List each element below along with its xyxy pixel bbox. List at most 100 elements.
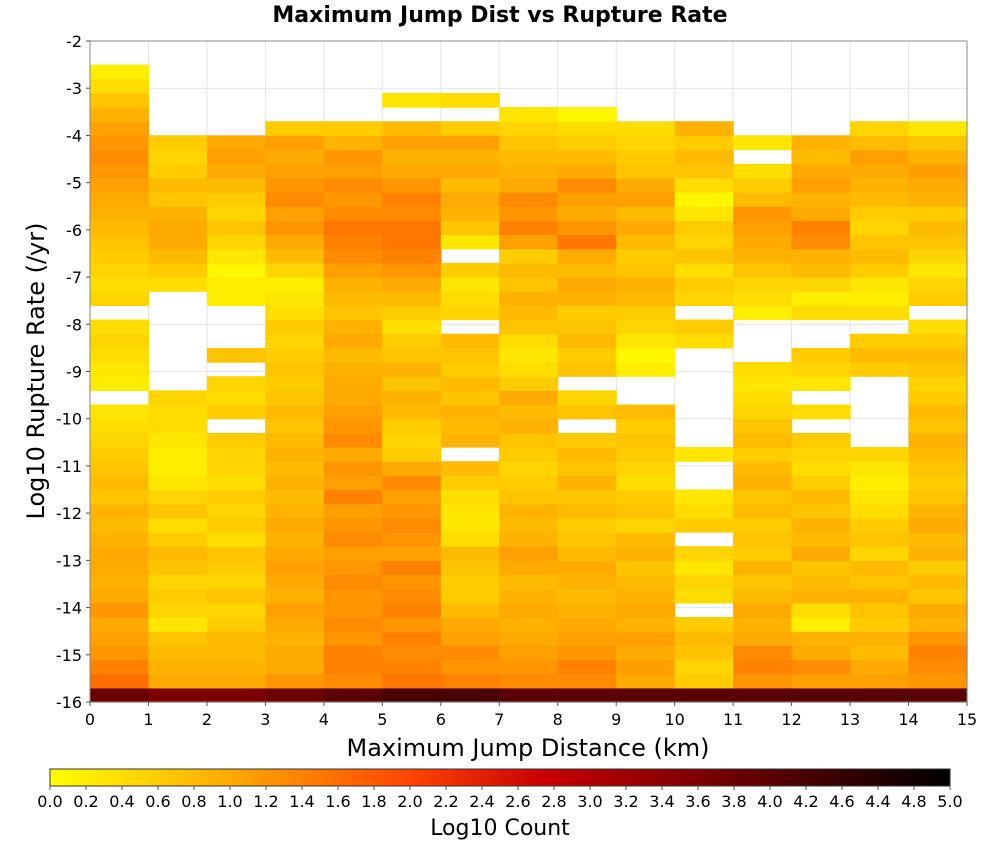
heatmap-cell xyxy=(733,404,793,420)
heatmap-cell xyxy=(557,305,617,321)
heatmap-cell xyxy=(557,107,617,122)
heatmap-cell xyxy=(499,121,559,137)
heatmap-cell xyxy=(382,503,442,519)
heatmap-cell xyxy=(265,192,325,207)
heatmap-cell xyxy=(850,546,910,561)
heatmap-cell xyxy=(791,645,851,661)
x-tick-label: 14 xyxy=(898,710,918,729)
heatmap-cell xyxy=(616,248,676,264)
heatmap-cell xyxy=(616,121,676,137)
heatmap-cell xyxy=(791,262,851,278)
colorbar-tick-label: 4.6 xyxy=(829,792,854,811)
heatmap-cell xyxy=(674,277,734,292)
heatmap-cell xyxy=(557,659,617,675)
heatmap-cell xyxy=(908,362,968,377)
heatmap-cell xyxy=(148,631,208,646)
heatmap-cell xyxy=(206,546,266,561)
heatmap-cell xyxy=(440,404,500,420)
heatmap-cell xyxy=(616,333,676,349)
y-tick-label: -13 xyxy=(56,551,82,570)
colorbar-tick-label: 1.8 xyxy=(361,792,386,811)
heatmap-cell xyxy=(674,248,734,264)
heatmap-cell xyxy=(616,347,676,363)
heatmap-cell xyxy=(440,602,500,618)
colorbar-tick-label: 1.0 xyxy=(217,792,242,811)
heatmap-cell xyxy=(90,447,150,462)
heatmap-cell xyxy=(791,574,851,590)
heatmap-cell xyxy=(908,262,968,278)
heatmap-cell xyxy=(382,121,442,137)
y-tick-label: -16 xyxy=(56,693,82,712)
heatmap-cell xyxy=(90,206,150,222)
heatmap-cell xyxy=(674,262,734,278)
heatmap-cell xyxy=(908,617,968,632)
heatmap-cells xyxy=(90,64,968,703)
heatmap-cell xyxy=(440,517,500,533)
heatmap-cell xyxy=(90,631,150,646)
heatmap-cell xyxy=(850,206,910,222)
heatmap-cell xyxy=(90,362,150,377)
heatmap-cell xyxy=(499,333,559,349)
heatmap-cell xyxy=(499,645,559,661)
heatmap-cell xyxy=(733,560,793,576)
heatmap-cell xyxy=(733,277,793,292)
heatmap-cell xyxy=(791,220,851,236)
heatmap-cell xyxy=(733,489,793,505)
colorbar-tick-label: 2.8 xyxy=(541,792,566,811)
heatmap-cell xyxy=(908,404,968,420)
heatmap-cell xyxy=(733,588,793,604)
heatmap-cell xyxy=(265,333,325,349)
heatmap-cell xyxy=(206,206,266,222)
heatmap-cell xyxy=(90,248,150,264)
heatmap-cell xyxy=(206,291,266,306)
heatmap-cell xyxy=(206,475,266,491)
heatmap-cell xyxy=(674,631,734,646)
heatmap-cell xyxy=(850,291,910,306)
y-tick-label: -3 xyxy=(66,79,82,98)
heatmap-cell xyxy=(616,687,676,703)
heatmap-cell xyxy=(791,687,851,703)
heatmap-cell xyxy=(265,163,325,179)
heatmap-cell xyxy=(733,461,793,476)
heatmap-cell xyxy=(382,362,442,377)
heatmap-cell xyxy=(908,333,968,349)
heatmap-cell xyxy=(440,645,500,661)
heatmap-cell xyxy=(382,92,442,108)
heatmap-cell xyxy=(674,163,734,179)
heatmap-cell xyxy=(206,390,266,406)
heatmap-cell xyxy=(265,390,325,406)
heatmap-cell xyxy=(499,149,559,165)
heatmap-cell xyxy=(440,588,500,604)
heatmap-cell xyxy=(791,475,851,491)
heatmap-cell xyxy=(908,277,968,292)
heatmap-cell xyxy=(265,277,325,292)
heatmap-cell xyxy=(850,461,910,476)
y-tick-label: -6 xyxy=(66,221,82,240)
heatmap-cell xyxy=(499,135,559,151)
heatmap-cell xyxy=(674,234,734,250)
heatmap-cell xyxy=(616,305,676,321)
heatmap-cell xyxy=(206,617,266,632)
heatmap-cell xyxy=(90,107,150,122)
heatmap-cell xyxy=(206,532,266,547)
heatmap-cell xyxy=(499,461,559,476)
heatmap-cell xyxy=(382,135,442,151)
heatmap-cell xyxy=(323,645,383,661)
heatmap-cell xyxy=(733,220,793,236)
heatmap-cell xyxy=(791,532,851,547)
heatmap-cell xyxy=(791,560,851,576)
heatmap-cell xyxy=(791,432,851,448)
heatmap-cell xyxy=(323,305,383,321)
heatmap-cell xyxy=(908,631,968,646)
heatmap-cell xyxy=(382,673,442,689)
heatmap-cell xyxy=(90,687,150,703)
heatmap-cell xyxy=(382,206,442,222)
heatmap-cell xyxy=(206,673,266,689)
heatmap-cell xyxy=(440,121,500,137)
heatmap-cell xyxy=(499,475,559,491)
heatmap-cell xyxy=(90,602,150,618)
y-tick-label: -8 xyxy=(66,315,82,334)
heatmap-cell xyxy=(908,177,968,193)
heatmap-cell xyxy=(206,149,266,165)
